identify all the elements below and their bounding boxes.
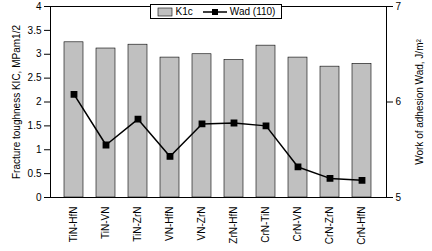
svg-text:6: 6 [396, 96, 402, 107]
svg-text:0: 0 [36, 192, 42, 203]
html-text:K1c: K1c [175, 6, 193, 17]
svg-text:TiN-ZrN: TiN-ZrN [132, 207, 143, 242]
svg-text:CrN-VN: CrN-VN [292, 207, 303, 242]
svg-text:0.5: 0.5 [28, 168, 42, 179]
svg-text:CrN-HfN: CrN-HfN [356, 207, 367, 245]
svg-text:7: 7 [396, 1, 402, 12]
svg-text:3: 3 [36, 48, 42, 59]
svg-text:Fracture toughness KIC, MPam1/: Fracture toughness KIC, MPam1/2 [11, 25, 22, 179]
svg-text:CrN-ZrN: CrN-ZrN [324, 207, 335, 245]
svg-text:TiN-VN: TiN-VN [100, 207, 111, 239]
svg-text:4: 4 [36, 1, 42, 12]
svg-text:3.5: 3.5 [28, 25, 42, 36]
svg-text:5: 5 [396, 192, 402, 203]
svg-text:2: 2 [36, 96, 42, 107]
svg-text:2.5: 2.5 [28, 72, 42, 83]
svg-text:1: 1 [36, 144, 42, 155]
svg-text:VN-ZrN: VN-ZrN [196, 207, 207, 241]
svg-text:VN-HfN: VN-HfN [164, 207, 175, 241]
svg-text:CrN-TiN: CrN-TiN [260, 207, 271, 243]
svg-text:Work of adhesion Wad, J/m²: Work of adhesion Wad, J/m² [414, 39, 425, 165]
svg-text:TiN-HfN: TiN-HfN [68, 207, 79, 243]
svg-text:1.5: 1.5 [28, 120, 42, 131]
svg-text:ZrN-HfN: ZrN-HfN [228, 207, 239, 244]
html-text:Wad (110): Wad (110) [229, 6, 276, 17]
